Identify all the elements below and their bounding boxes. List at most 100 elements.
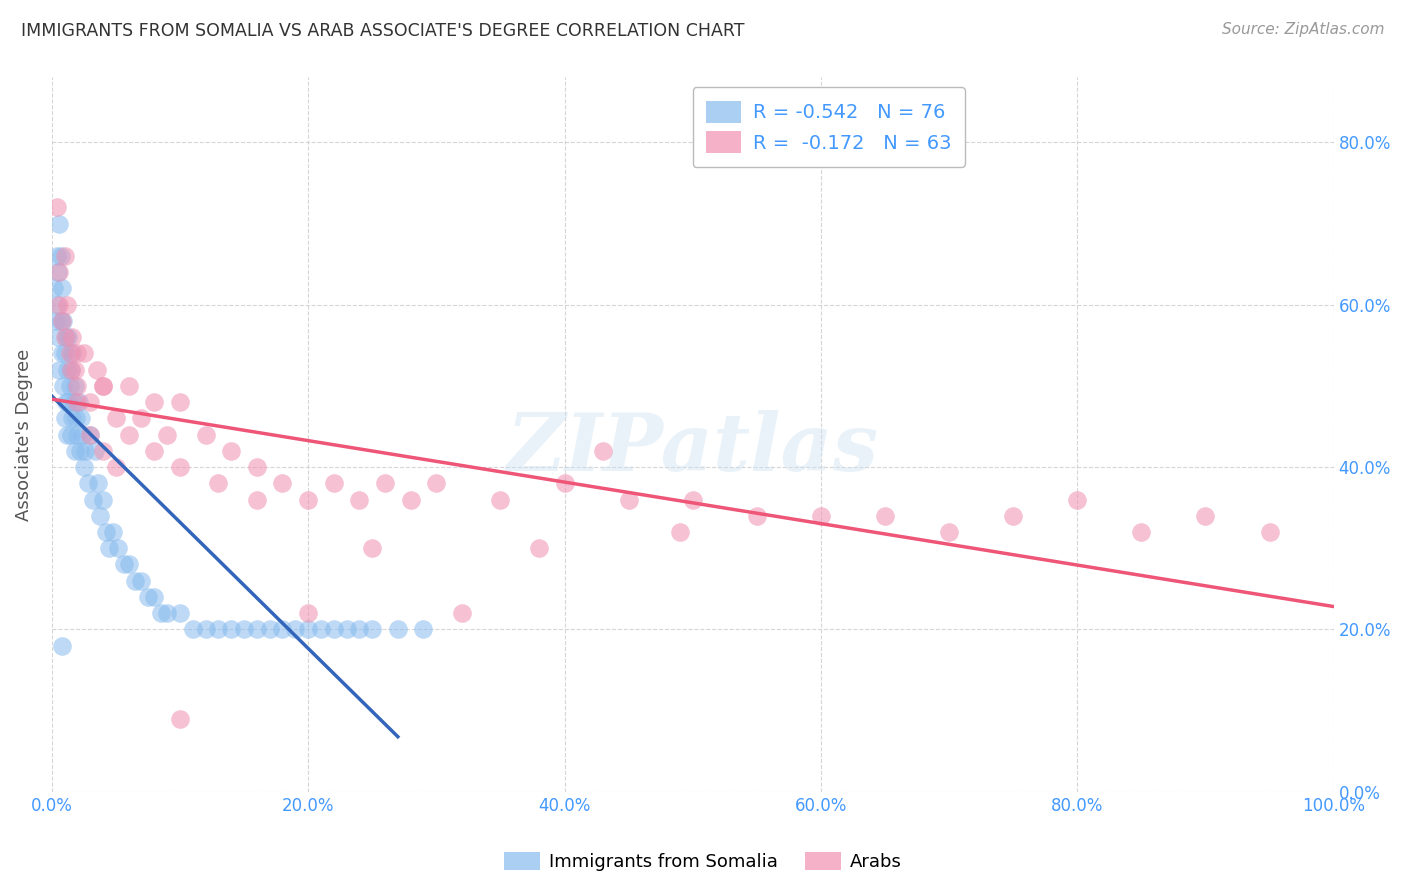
Point [67, 395, 90, 409]
Point [682, 492, 704, 507]
Point [387, 623, 409, 637]
Point [59, 362, 82, 376]
Point [66, 427, 89, 442]
Point [271, 476, 294, 491]
Point [82, 492, 104, 507]
Point [91, 443, 114, 458]
Point [104, 411, 127, 425]
Point [63, 443, 86, 458]
Point [143, 590, 166, 604]
Point [156, 606, 179, 620]
Point [131, 411, 153, 425]
Point [322, 476, 344, 491]
Point [246, 492, 269, 507]
Text: ZIPatlas: ZIPatlas [506, 410, 879, 488]
Point [56, 298, 79, 312]
Point [58, 395, 80, 409]
Point [52, 314, 75, 328]
Point [65, 411, 87, 425]
Point [194, 427, 217, 442]
Point [69, 443, 91, 458]
Point [361, 623, 384, 637]
Point [60, 346, 83, 360]
Point [309, 623, 332, 637]
Point [44, 281, 66, 295]
Point [149, 606, 172, 620]
Point [87, 476, 110, 491]
Point [72, 427, 94, 442]
Point [745, 508, 768, 523]
Point [45, 200, 67, 214]
Point [1002, 508, 1025, 523]
Point [143, 443, 166, 458]
Point [76, 476, 98, 491]
Legend: R = -0.542   N = 76, R =  -0.172   N = 63: R = -0.542 N = 76, R = -0.172 N = 63 [693, 87, 965, 167]
Point [62, 395, 84, 409]
Point [104, 460, 127, 475]
Point [349, 623, 371, 637]
Point [124, 574, 146, 588]
Text: Source: ZipAtlas.com: Source: ZipAtlas.com [1222, 22, 1385, 37]
Point [425, 476, 447, 491]
Point [617, 492, 640, 507]
Point [46, 330, 69, 344]
Point [156, 427, 179, 442]
Point [45, 249, 67, 263]
Point [98, 541, 121, 556]
Point [131, 574, 153, 588]
Point [361, 541, 384, 556]
Point [322, 623, 344, 637]
Point [53, 411, 76, 425]
Point [91, 492, 114, 507]
Point [79, 427, 101, 442]
Point [207, 476, 229, 491]
Point [56, 427, 79, 442]
Point [118, 558, 141, 572]
Point [810, 508, 832, 523]
Point [219, 443, 242, 458]
Point [79, 427, 101, 442]
Point [297, 606, 319, 620]
Point [207, 623, 229, 637]
Point [284, 623, 307, 637]
Point [48, 217, 70, 231]
Point [107, 541, 129, 556]
Point [94, 524, 117, 539]
Point [89, 508, 111, 523]
Point [53, 249, 76, 263]
Point [349, 492, 371, 507]
Point [297, 492, 319, 507]
Point [66, 379, 89, 393]
Point [51, 281, 73, 295]
Point [669, 524, 692, 539]
Point [169, 460, 191, 475]
Point [66, 346, 89, 360]
Point [271, 623, 294, 637]
Legend: Immigrants from Somalia, Arabs: Immigrants from Somalia, Arabs [496, 845, 910, 879]
Point [1066, 492, 1088, 507]
Point [112, 558, 135, 572]
Point [86, 362, 108, 376]
Point [592, 443, 614, 458]
Point [48, 362, 70, 376]
Point [51, 314, 73, 328]
Point [451, 606, 474, 620]
Point [55, 330, 77, 344]
Point [53, 346, 76, 360]
Point [246, 460, 269, 475]
Point [1258, 524, 1281, 539]
Point [259, 623, 281, 637]
Point [48, 298, 70, 312]
Point [51, 639, 73, 653]
Point [118, 427, 141, 442]
Point [59, 427, 82, 442]
Point [73, 460, 96, 475]
Point [75, 443, 97, 458]
Point [143, 395, 166, 409]
Point [66, 395, 89, 409]
Point [63, 379, 86, 393]
Point [219, 623, 242, 637]
Point [59, 379, 82, 393]
Point [79, 395, 101, 409]
Point [52, 379, 75, 393]
